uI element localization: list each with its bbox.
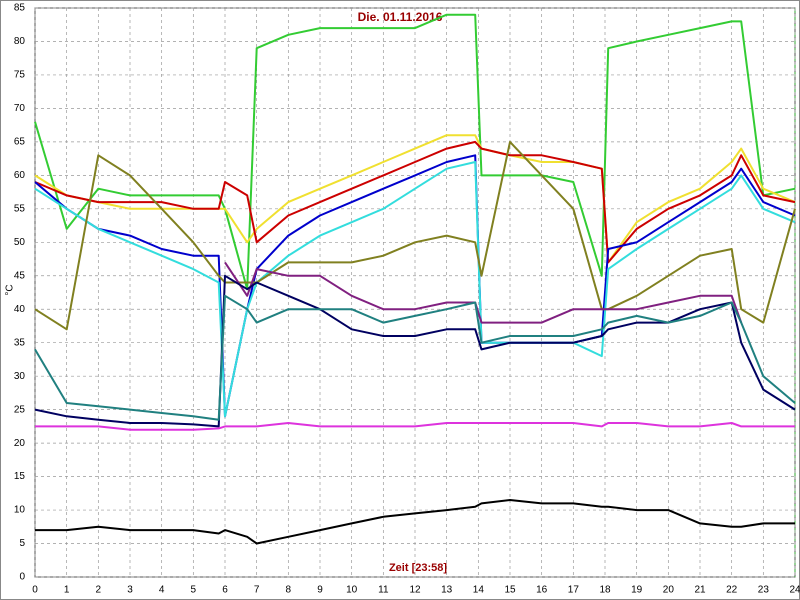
- x-tick-label: 7: [254, 585, 260, 596]
- y-tick-label: 85: [14, 3, 26, 14]
- series-line: [34, 274, 796, 428]
- y-tick-label: 50: [14, 237, 26, 248]
- x-tick-label: 11: [378, 585, 389, 596]
- y-tick-label: 0: [19, 572, 25, 583]
- x-tick-label: 18: [599, 585, 611, 596]
- x-tick-label: 22: [726, 585, 738, 596]
- series-line: [34, 13, 796, 291]
- x-tick-label: 21: [694, 585, 706, 596]
- series-line: [34, 140, 796, 264]
- y-tick-label: 70: [14, 103, 26, 114]
- y-tick-label: 35: [14, 337, 26, 348]
- series-line: [34, 161, 796, 418]
- y-tick-label: 65: [14, 137, 26, 148]
- x-tick-label: 16: [536, 585, 548, 596]
- x-tick-label: 9: [317, 585, 323, 596]
- x-tick-label: 10: [346, 585, 358, 596]
- x-tick-label: 0: [32, 585, 38, 596]
- x-tick-label: 4: [159, 585, 165, 596]
- series-line: [35, 499, 795, 545]
- y-tick-label: 40: [14, 304, 26, 315]
- y-tick-label: 60: [14, 170, 26, 181]
- x-tick-label: 13: [441, 585, 453, 596]
- y-tick-label: 20: [14, 438, 26, 449]
- y-tick-label: 25: [14, 404, 26, 415]
- y-tick-label: 10: [14, 505, 26, 516]
- x-tick-label: 2: [96, 585, 102, 596]
- x-axis-label: Zeit [23:58]: [389, 562, 447, 574]
- x-tick-label: 6: [222, 585, 228, 596]
- y-axis-label: °C: [5, 284, 16, 295]
- x-tick-label: 14: [473, 585, 485, 596]
- series-line: [35, 422, 795, 431]
- x-tick-label: 17: [568, 585, 580, 596]
- y-tick-label: 75: [14, 70, 26, 81]
- x-tick-label: 12: [409, 585, 421, 596]
- x-tick-label: 19: [631, 585, 643, 596]
- y-tick-label: 80: [14, 36, 26, 47]
- x-tick-label: 1: [64, 585, 70, 596]
- chart-title: Die. 01.11.2016: [358, 10, 443, 24]
- x-tick-label: 24: [789, 585, 800, 596]
- series-line: [34, 134, 796, 264]
- x-tick-label: 23: [758, 585, 770, 596]
- series-line: [34, 154, 796, 418]
- y-tick-label: 15: [14, 471, 26, 482]
- x-tick-label: 20: [663, 585, 675, 596]
- x-tick-label: 8: [286, 585, 292, 596]
- series-line: [224, 261, 743, 324]
- series-line: [34, 140, 796, 331]
- x-tick-label: 5: [191, 585, 197, 596]
- x-tick-label: 15: [504, 585, 516, 596]
- x-tick-label: 3: [127, 585, 133, 596]
- y-tick-label: 5: [19, 538, 25, 549]
- y-tick-label: 30: [14, 371, 26, 382]
- y-tick-label: 55: [14, 203, 26, 214]
- series-line: [34, 294, 796, 421]
- y-tick-label: 45: [14, 270, 26, 281]
